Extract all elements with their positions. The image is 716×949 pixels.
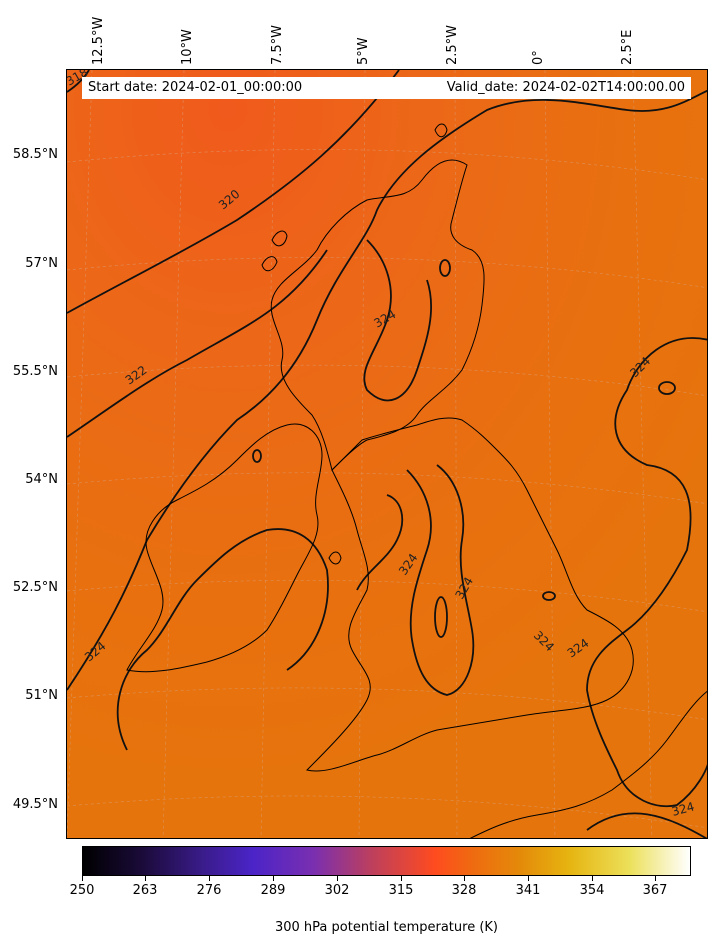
start-date-label: Start date: 2024-02-01_00:00:00 (88, 80, 303, 95)
coastline-scotland (270, 159, 485, 471)
lat-label-57n: 57°N (25, 256, 58, 271)
colorbar-tick-label: 367 (642, 883, 668, 898)
colorbar-tick-label: 289 (260, 883, 286, 898)
contour-324-ireland (116, 528, 329, 751)
lat-label-54n: 54°N (25, 472, 58, 487)
colorbar-tick (464, 876, 465, 881)
lon-label-2-5w: 2.5°W (445, 24, 460, 65)
colorbar (82, 846, 691, 876)
contour-320 (67, 70, 400, 314)
contour-324-southeast (586, 812, 707, 838)
contour-324-scotland-inner (363, 239, 433, 402)
colorbar-tick (592, 876, 593, 881)
lon-label-7-5w: 7.5°W (270, 24, 285, 65)
colorbar-tick-label: 341 (515, 883, 541, 898)
coastlines (126, 123, 707, 838)
contour-318 (67, 70, 90, 93)
coastline-shetland (434, 123, 448, 138)
lon-label-0: 0° (531, 50, 546, 65)
colorbar-tick-label: 276 (196, 883, 222, 898)
colorbar-tick (82, 876, 83, 881)
lat-label-55-5n: 55.5°N (12, 364, 58, 379)
colorbar-tick-label: 328 (451, 883, 477, 898)
colorbar-tick-label: 354 (579, 883, 605, 898)
colorbar-tick (337, 876, 338, 881)
colorbar-tick (655, 876, 656, 881)
colorbar-tick (273, 876, 274, 881)
lon-label-10w: 10°W (180, 29, 195, 65)
coastline-england-wales (306, 417, 634, 772)
date-header: Start date: 2024-02-01_00:00:00 Valid_da… (82, 77, 691, 99)
contour-324-west (67, 89, 707, 691)
colorbar-tick (209, 876, 210, 881)
lon-label-2-5e: 2.5°E (620, 29, 635, 65)
contour-label: 324 (670, 799, 696, 818)
map-canvas: 318 320 322 324 324 324 324 324 324 324 … (67, 70, 707, 838)
isentrope-contours (67, 70, 707, 838)
colorbar-tick (528, 876, 529, 881)
colorbar-tick-label: 302 (324, 883, 350, 898)
coastline-hebrides (261, 230, 288, 272)
map-panel[interactable]: 318 320 322 324 324 324 324 324 324 324 … (66, 69, 708, 839)
colorbar-tick-label: 250 (69, 883, 95, 898)
coastline-france-north (469, 690, 707, 838)
lat-label-51n: 51°N (25, 688, 58, 703)
lon-label-5w: 5°W (356, 37, 371, 65)
coastline-isle-of-man (328, 551, 342, 565)
colorbar-tick-label: 263 (132, 883, 158, 898)
colorbar-tick-label: 315 (388, 883, 414, 898)
contour-324-wales (356, 494, 404, 591)
valid-date-label: Valid_date: 2024-02-02T14:00:00.00 (446, 80, 685, 95)
colorbar-tick (401, 876, 402, 881)
colorbar-title: 300 hPa potential temperature (K) (274, 920, 498, 935)
potential-temperature-field (67, 70, 707, 838)
contour-324-england-inner (406, 464, 475, 696)
contour-322 (67, 249, 328, 438)
graticule (67, 70, 707, 838)
lat-label-52-5n: 52.5°N (12, 580, 58, 595)
lat-label-49-5n: 49.5°N (12, 797, 58, 812)
contour-324-east (586, 337, 707, 808)
lat-label-58-5n: 58.5°N (12, 147, 58, 162)
lon-label-12-5w: 12.5°W (91, 16, 106, 65)
colorbar-tick (145, 876, 146, 881)
coastline-ireland (126, 423, 323, 673)
